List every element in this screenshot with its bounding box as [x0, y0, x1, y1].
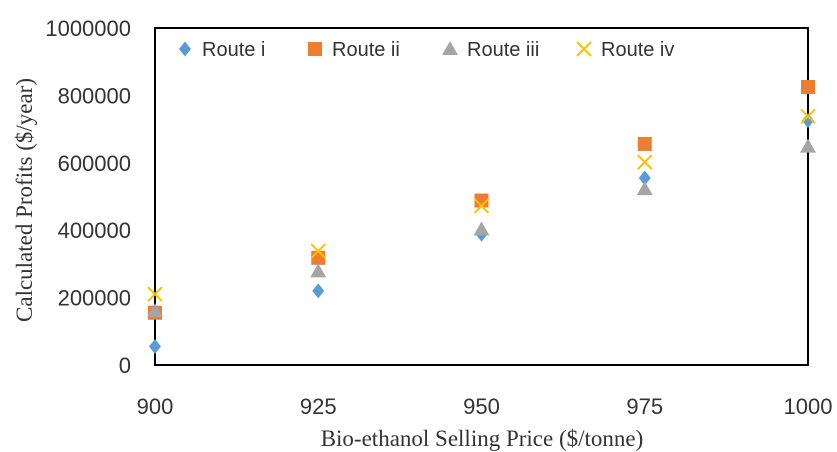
legend-label: Route iv: [601, 39, 674, 61]
y-tick-label: 400000: [58, 218, 131, 243]
data-point: [310, 243, 326, 259]
legend-label: Route iii: [467, 39, 539, 61]
marker-stroke: [800, 108, 816, 125]
y-tick-label: 800000: [58, 83, 131, 108]
data-point: [147, 286, 163, 302]
data-point: [473, 198, 490, 214]
data-point: [311, 250, 326, 265]
x-tick-label: 925: [300, 394, 337, 419]
legend-item: Route i: [179, 39, 265, 61]
x-tick-label: 975: [626, 394, 663, 419]
data-point: [474, 193, 489, 208]
legend-marker: [442, 41, 458, 55]
series-4: [147, 108, 816, 302]
data-point: [149, 338, 161, 354]
data-point: [312, 283, 325, 299]
series-2: [148, 79, 815, 320]
plot-frame: [154, 27, 809, 366]
legend-item: Route iv: [576, 39, 674, 61]
marker-stroke: [310, 243, 326, 259]
legend-marker: [179, 41, 191, 57]
data-point: [800, 138, 816, 153]
y-tick-label: 0: [119, 353, 131, 378]
legend-label: Route i: [202, 39, 265, 61]
y-tick-label: 1000000: [45, 16, 131, 41]
data-point: [800, 108, 816, 125]
data-point: [147, 303, 163, 318]
x-tick-label: 900: [137, 394, 174, 419]
data-point: [801, 79, 815, 94]
data-point: [310, 263, 327, 278]
legend-marker: [308, 42, 322, 56]
legend-marker: [576, 41, 592, 57]
x-tick-label: 1000: [784, 394, 833, 419]
data-point: [802, 113, 814, 129]
legend-label: Route ii: [332, 39, 400, 61]
data-point: [638, 170, 651, 186]
legend-item: Route ii: [308, 39, 400, 61]
y-tick-label: 600000: [58, 151, 131, 176]
marker-stroke: [147, 286, 163, 302]
marker-stroke: [637, 154, 653, 170]
y-axis-title: Calculated Profits ($/year): [12, 78, 37, 322]
legend-item: Route iii: [442, 39, 539, 61]
x-tick-label: 950: [463, 394, 500, 419]
data-point: [637, 154, 653, 170]
x-axis-title: Bio-ethanol Selling Price ($/tonne): [321, 426, 644, 451]
series-3: [147, 138, 816, 318]
data-point: [636, 181, 653, 196]
marker-stroke: [576, 41, 592, 57]
y-tick-label: 200000: [58, 286, 131, 311]
data-point: [637, 136, 652, 151]
marker-stroke: [473, 198, 490, 214]
data-point: [473, 221, 490, 236]
